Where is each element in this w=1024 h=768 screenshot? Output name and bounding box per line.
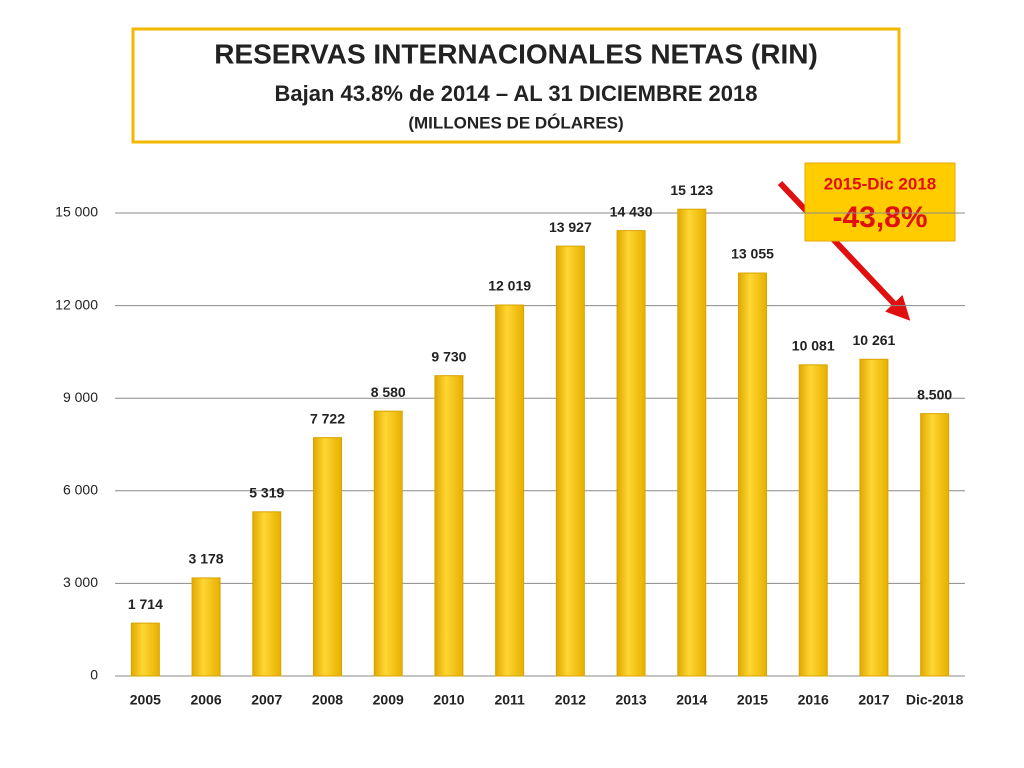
bar — [373, 410, 403, 677]
value-label: 5 319 — [249, 485, 284, 501]
value-label: 1 714 — [128, 596, 163, 612]
y-tick-label: 9 000 — [63, 389, 98, 405]
value-label: 10 081 — [792, 338, 835, 354]
y-tick-label: 3 000 — [63, 574, 98, 590]
value-label: 13 055 — [731, 246, 774, 262]
x-tick-label: 2016 — [798, 692, 829, 708]
value-label: 7 722 — [310, 410, 345, 426]
title-box — [131, 27, 901, 144]
value-label: 8.500 — [917, 386, 952, 402]
annotation-text: -43,8% — [832, 201, 927, 234]
x-tick-label: 2013 — [615, 692, 646, 708]
bar — [798, 364, 828, 677]
y-tick-label: 15 000 — [55, 204, 98, 220]
x-tick-label: 2009 — [373, 692, 404, 708]
value-label: 14 430 — [610, 203, 653, 219]
bar — [252, 511, 282, 677]
x-tick-label: 2007 — [251, 692, 282, 708]
chart-title: RESERVAS INTERNACIONALES NETAS (RIN) — [214, 38, 818, 69]
annotation-label: 2015-Dic 2018 — [824, 174, 936, 193]
value-label: 12 019 — [488, 278, 531, 294]
x-tick-label: 2006 — [190, 692, 221, 708]
value-label: 10 261 — [853, 332, 896, 348]
x-tick-label: 2014 — [676, 692, 707, 708]
bar — [859, 358, 889, 677]
bar — [495, 304, 525, 677]
arrow — [777, 180, 911, 321]
bar — [920, 413, 950, 677]
x-tick-label: 2012 — [555, 692, 586, 708]
x-tick-label: 2015 — [737, 692, 768, 708]
bar — [191, 577, 221, 677]
chart-subtitle: Bajan 43.8% de 2014 – AL 31 DICIEMBRE 20… — [274, 81, 757, 106]
x-tick-label: 2005 — [130, 692, 161, 708]
bar — [616, 230, 646, 677]
value-label: 15 123 — [670, 182, 713, 198]
y-tick-label: 6 000 — [63, 482, 98, 498]
x-tick-label: 2011 — [494, 692, 525, 708]
value-label: 9 730 — [431, 348, 466, 364]
value-label: 3 178 — [189, 551, 224, 567]
y-tick-label: 12 000 — [55, 296, 98, 312]
bar — [555, 245, 585, 677]
x-tick-label: Dic-2018 — [906, 692, 964, 708]
value-label: 13 927 — [549, 219, 592, 235]
x-tick-label: 2010 — [433, 692, 464, 708]
y-tick-label: 0 — [90, 667, 98, 683]
bar — [434, 375, 464, 677]
value-label: 8 580 — [371, 384, 406, 400]
bar — [130, 622, 160, 677]
bar — [313, 437, 342, 677]
x-tick-label: 2008 — [312, 692, 343, 708]
x-tick-label: 2017 — [858, 692, 889, 708]
bar — [677, 208, 707, 677]
bar — [738, 272, 767, 677]
unit-label: (MILLONES DE DÓLARES) — [408, 113, 623, 132]
annotation-box — [804, 162, 956, 242]
